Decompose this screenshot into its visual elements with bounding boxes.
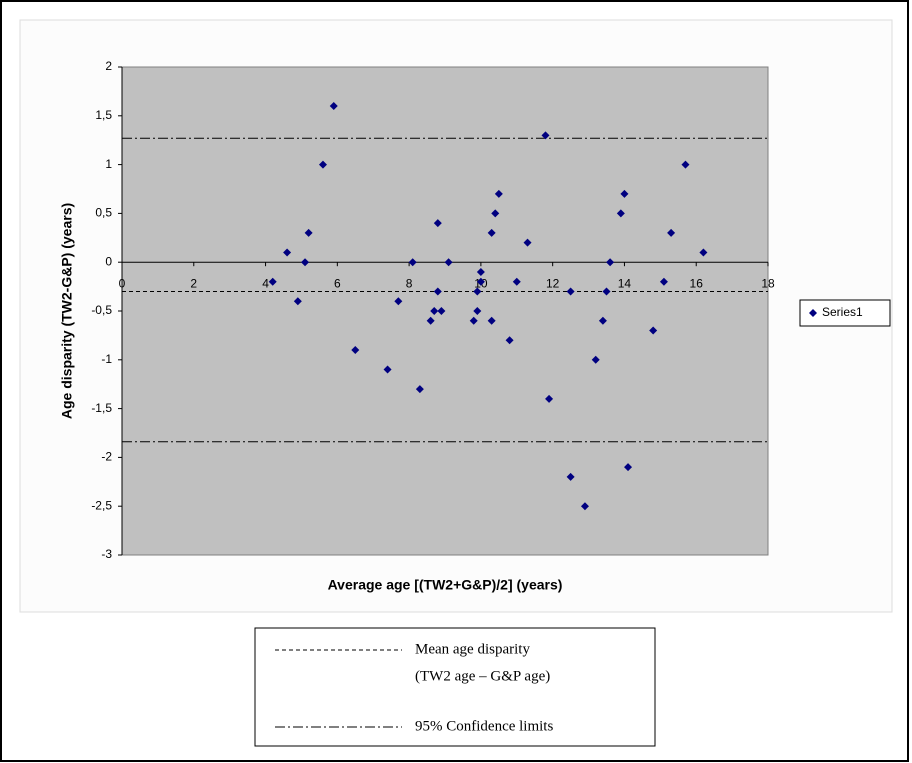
legend-marker xyxy=(809,309,817,317)
point xyxy=(268,277,277,286)
point xyxy=(624,463,633,472)
y-tick-label: 0 xyxy=(105,254,112,268)
point xyxy=(491,209,500,218)
point xyxy=(580,502,589,511)
point xyxy=(329,102,338,111)
point xyxy=(649,326,658,335)
x-tick-label: 6 xyxy=(334,276,341,290)
point xyxy=(487,228,496,237)
point xyxy=(293,297,302,306)
point xyxy=(433,287,442,296)
point xyxy=(699,248,708,257)
point xyxy=(616,209,625,218)
point xyxy=(659,277,668,286)
y-tick-label: 0,5 xyxy=(95,206,112,220)
point xyxy=(494,189,503,198)
y-tick-label: 1,5 xyxy=(95,108,112,122)
x-tick-label: 12 xyxy=(546,276,560,290)
point xyxy=(566,472,575,481)
point xyxy=(408,258,417,267)
point xyxy=(476,277,485,286)
point xyxy=(541,131,550,140)
x-tick-label: 8 xyxy=(406,276,413,290)
point xyxy=(512,277,521,286)
point xyxy=(394,297,403,306)
y-tick-label: -1 xyxy=(101,352,112,366)
y-tick-label: 1 xyxy=(105,157,112,171)
y-tick-label: -2,5 xyxy=(91,498,112,512)
x-axis-label: Average age [(TW2+G&P)/2] (years) xyxy=(328,577,563,593)
x-tick-label: 18 xyxy=(761,276,775,290)
reference-legend-label: (TW2 age – G&P age) xyxy=(415,668,550,684)
point xyxy=(487,316,496,325)
point xyxy=(505,336,514,345)
point xyxy=(444,258,453,267)
point xyxy=(473,287,482,296)
point xyxy=(383,365,392,374)
point xyxy=(304,228,313,237)
x-tick-label: 2 xyxy=(190,276,197,290)
x-tick-label: 4 xyxy=(262,276,269,290)
point xyxy=(426,316,435,325)
point xyxy=(473,307,482,315)
y-tick-label: -1,5 xyxy=(91,401,112,415)
y-tick-label: -2 xyxy=(101,450,112,464)
reference-legend xyxy=(254,627,656,747)
point xyxy=(469,316,478,325)
x-tick-label: 14 xyxy=(618,276,632,290)
y-axis-label: Age disparity (TW2-G&P) (years) xyxy=(59,203,75,419)
legend-label: Series1 xyxy=(822,305,863,319)
point xyxy=(437,307,446,315)
point xyxy=(667,228,676,237)
point xyxy=(415,385,424,394)
point xyxy=(606,258,615,267)
point xyxy=(318,160,327,169)
point xyxy=(681,160,690,169)
point xyxy=(602,287,611,296)
reference-legend-label: 95% Confidence limits xyxy=(415,718,553,734)
point xyxy=(301,258,310,267)
point xyxy=(430,307,439,315)
point xyxy=(523,238,532,247)
point xyxy=(620,189,629,198)
point xyxy=(598,316,607,325)
point xyxy=(566,287,575,296)
reference-legend-label: Mean age disparity xyxy=(415,641,530,657)
point xyxy=(433,219,442,228)
x-tick-label: 16 xyxy=(690,276,704,290)
point xyxy=(476,267,485,276)
y-tick-label: -0,5 xyxy=(91,303,112,317)
x-tick-label: 0 xyxy=(119,276,126,290)
y-tick-label: -3 xyxy=(101,547,112,561)
point xyxy=(591,355,600,364)
point xyxy=(545,394,554,403)
point xyxy=(283,248,292,257)
y-tick-label: 2 xyxy=(105,59,112,73)
point xyxy=(351,346,360,355)
